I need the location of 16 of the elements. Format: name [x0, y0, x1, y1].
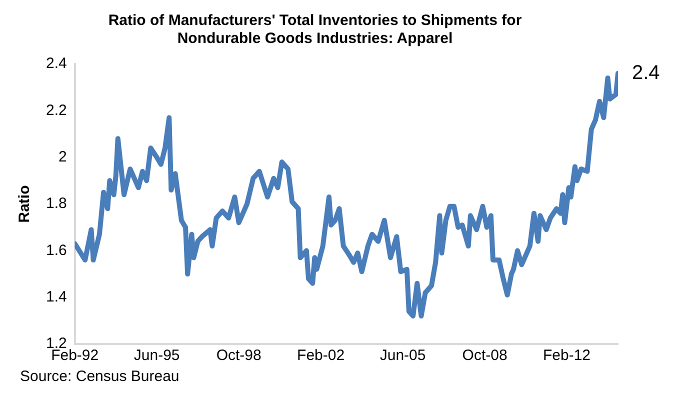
x-tick-label: Jun-95 [134, 347, 180, 364]
x-tick-label: Jun-05 [380, 347, 426, 364]
y-tick-label: 1.8 [46, 195, 67, 212]
y-tick-label: 1.6 [46, 242, 67, 259]
annotation: 2.4 [632, 62, 660, 84]
y-tick-label: 1.4 [46, 288, 67, 306]
x-tick-label: Oct-08 [462, 347, 508, 364]
y-tick-label: 2.4 [46, 55, 67, 72]
y-tick-label: 2.2 [46, 102, 67, 119]
y-axis-title: Ratio [16, 185, 34, 223]
x-tick-label: Feb-12 [542, 347, 591, 364]
x-tick-label: Oct-98 [216, 347, 262, 364]
chart-title: Ratio of Manufacturers' Total Inventories to Shipments for Nondurable Goods Industries: Apparel [108, 12, 522, 48]
x-tick-label: Feb-02 [297, 347, 345, 364]
y-tick-label: 2 [58, 148, 67, 166]
source-note: Source: Census Bureau [19, 368, 180, 385]
